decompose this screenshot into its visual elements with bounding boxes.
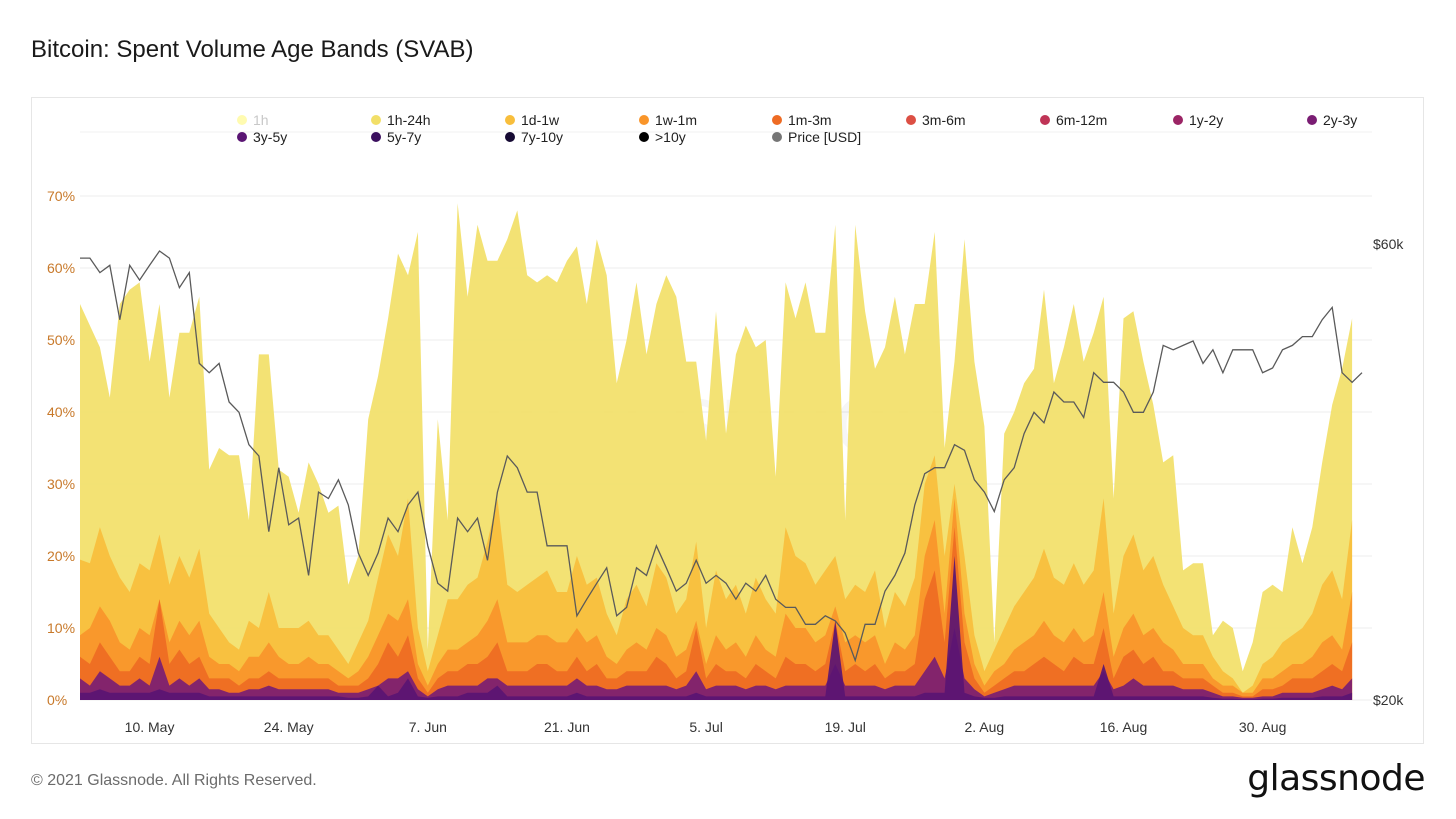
y-tick-label: 20% <box>47 548 75 564</box>
y-tick-label: 70% <box>47 188 75 204</box>
legend-item-3m-6m[interactable]: 3m-6m <box>906 112 966 128</box>
y-tick-label: 40% <box>47 404 75 420</box>
legend-item-3y-5y[interactable]: 3y-5y <box>237 129 287 145</box>
x-tick-label: 2. Aug <box>965 719 1005 735</box>
x-tick-label: 10. May <box>125 719 175 735</box>
area-1m-3m <box>80 527 1353 700</box>
chart-title: Bitcoin: Spent Volume Age Bands (SVAB) <box>31 36 474 63</box>
y-tick-label: 30% <box>47 476 75 492</box>
y-axis-right: $20k $60k <box>1373 236 1404 708</box>
legend-label: 1h-24h <box>387 112 431 128</box>
legend-item-1h[interactable]: 1h <box>237 112 269 128</box>
x-tick-label: 5. Jul <box>689 719 722 735</box>
legend-swatch <box>237 115 247 125</box>
legend-item-6m-12m[interactable]: 6m-12m <box>1040 112 1107 128</box>
legend-label: >10y <box>655 129 686 145</box>
legend-label: 3m-6m <box>922 112 966 128</box>
x-tick-label: 30. Aug <box>1239 719 1287 735</box>
stacked-areas <box>80 203 1353 700</box>
legend-label: 6m-12m <box>1056 112 1107 128</box>
legend-swatch <box>371 132 381 142</box>
copyright: © 2021 Glassnode. All Rights Reserved. <box>31 772 317 789</box>
legend-label: 7y-10y <box>521 129 563 145</box>
legend-swatch <box>906 115 916 125</box>
legend-swatch <box>505 132 515 142</box>
area-1w-1m <box>80 498 1353 700</box>
legend-label: 1y-2y <box>1189 112 1223 128</box>
legend-item-1m-3m[interactable]: 1m-3m <box>772 112 832 128</box>
legend-label: 5y-7y <box>387 129 421 145</box>
x-tick-label: 24. May <box>264 719 314 735</box>
brand-logo[interactable]: glassnode <box>1247 758 1425 799</box>
legend-item-1d-1w[interactable]: 1d-1w <box>505 112 560 128</box>
legend-swatch <box>237 132 247 142</box>
x-tick-label: 19. Jul <box>825 719 866 735</box>
x-tick-label: 7. Jun <box>409 719 447 735</box>
legend-label: 1w-1m <box>655 112 697 128</box>
legend-swatch <box>1173 115 1183 125</box>
y-tick-label: 50% <box>47 332 75 348</box>
x-axis: 10. May 24. May 7. Jun 21. Jun 5. Jul 19. Jul… <box>125 719 1287 735</box>
price-line-path <box>80 250 1363 663</box>
legend-label: 1h <box>253 112 269 128</box>
price-line <box>80 250 1363 663</box>
legend-item-7y-10y[interactable]: 7y-10y <box>505 129 563 145</box>
legend-item-1h-24h[interactable]: 1h-24h <box>371 112 431 128</box>
legend-label: 1m-3m <box>788 112 832 128</box>
x-tick-label: 16. Aug <box>1100 719 1148 735</box>
x-tick-label: 21. Jun <box>544 719 590 735</box>
chart-panel <box>31 97 1424 744</box>
y-right-tick-label: $20k <box>1373 692 1404 708</box>
legend-swatch <box>371 115 381 125</box>
legend-label: Price [USD] <box>788 129 861 145</box>
y-tick-label: 0% <box>47 692 67 708</box>
y-right-tick-label: $60k <box>1373 236 1404 252</box>
legend-swatch <box>505 115 515 125</box>
y-tick-label: 60% <box>47 260 75 276</box>
legend: 1h 1h-24h 1d-1w 1w-1m 1m-3m 3m-6m 6m-12m 1y-2y 2… <box>237 112 1357 145</box>
y-axis-left: 0% 10% 20% 30% 40% 50% 60% 70% <box>47 188 75 708</box>
area-2y-3y <box>80 628 1353 700</box>
legend-swatch <box>639 115 649 125</box>
legend-swatch <box>772 115 782 125</box>
legend-swatch <box>1040 115 1050 125</box>
legend-label: 1d-1w <box>521 112 560 128</box>
legend-item-1y-2y[interactable]: 1y-2y <box>1173 112 1223 128</box>
legend-swatch <box>772 132 782 142</box>
legend-label: 2y-3y <box>1323 112 1357 128</box>
y-tick-label: 10% <box>47 620 75 636</box>
legend-item-1w-1m[interactable]: 1w-1m <box>639 112 697 128</box>
legend-swatch <box>639 132 649 142</box>
legend-item->10y[interactable]: >10y <box>639 129 686 145</box>
legend-item-5y-7y[interactable]: 5y-7y <box>371 129 421 145</box>
legend-label: 3y-5y <box>253 129 287 145</box>
legend-swatch <box>1307 115 1317 125</box>
legend-item-Price [USD][interactable]: Price [USD] <box>772 129 861 145</box>
legend-item-2y-3y[interactable]: 2y-3y <box>1307 112 1357 128</box>
